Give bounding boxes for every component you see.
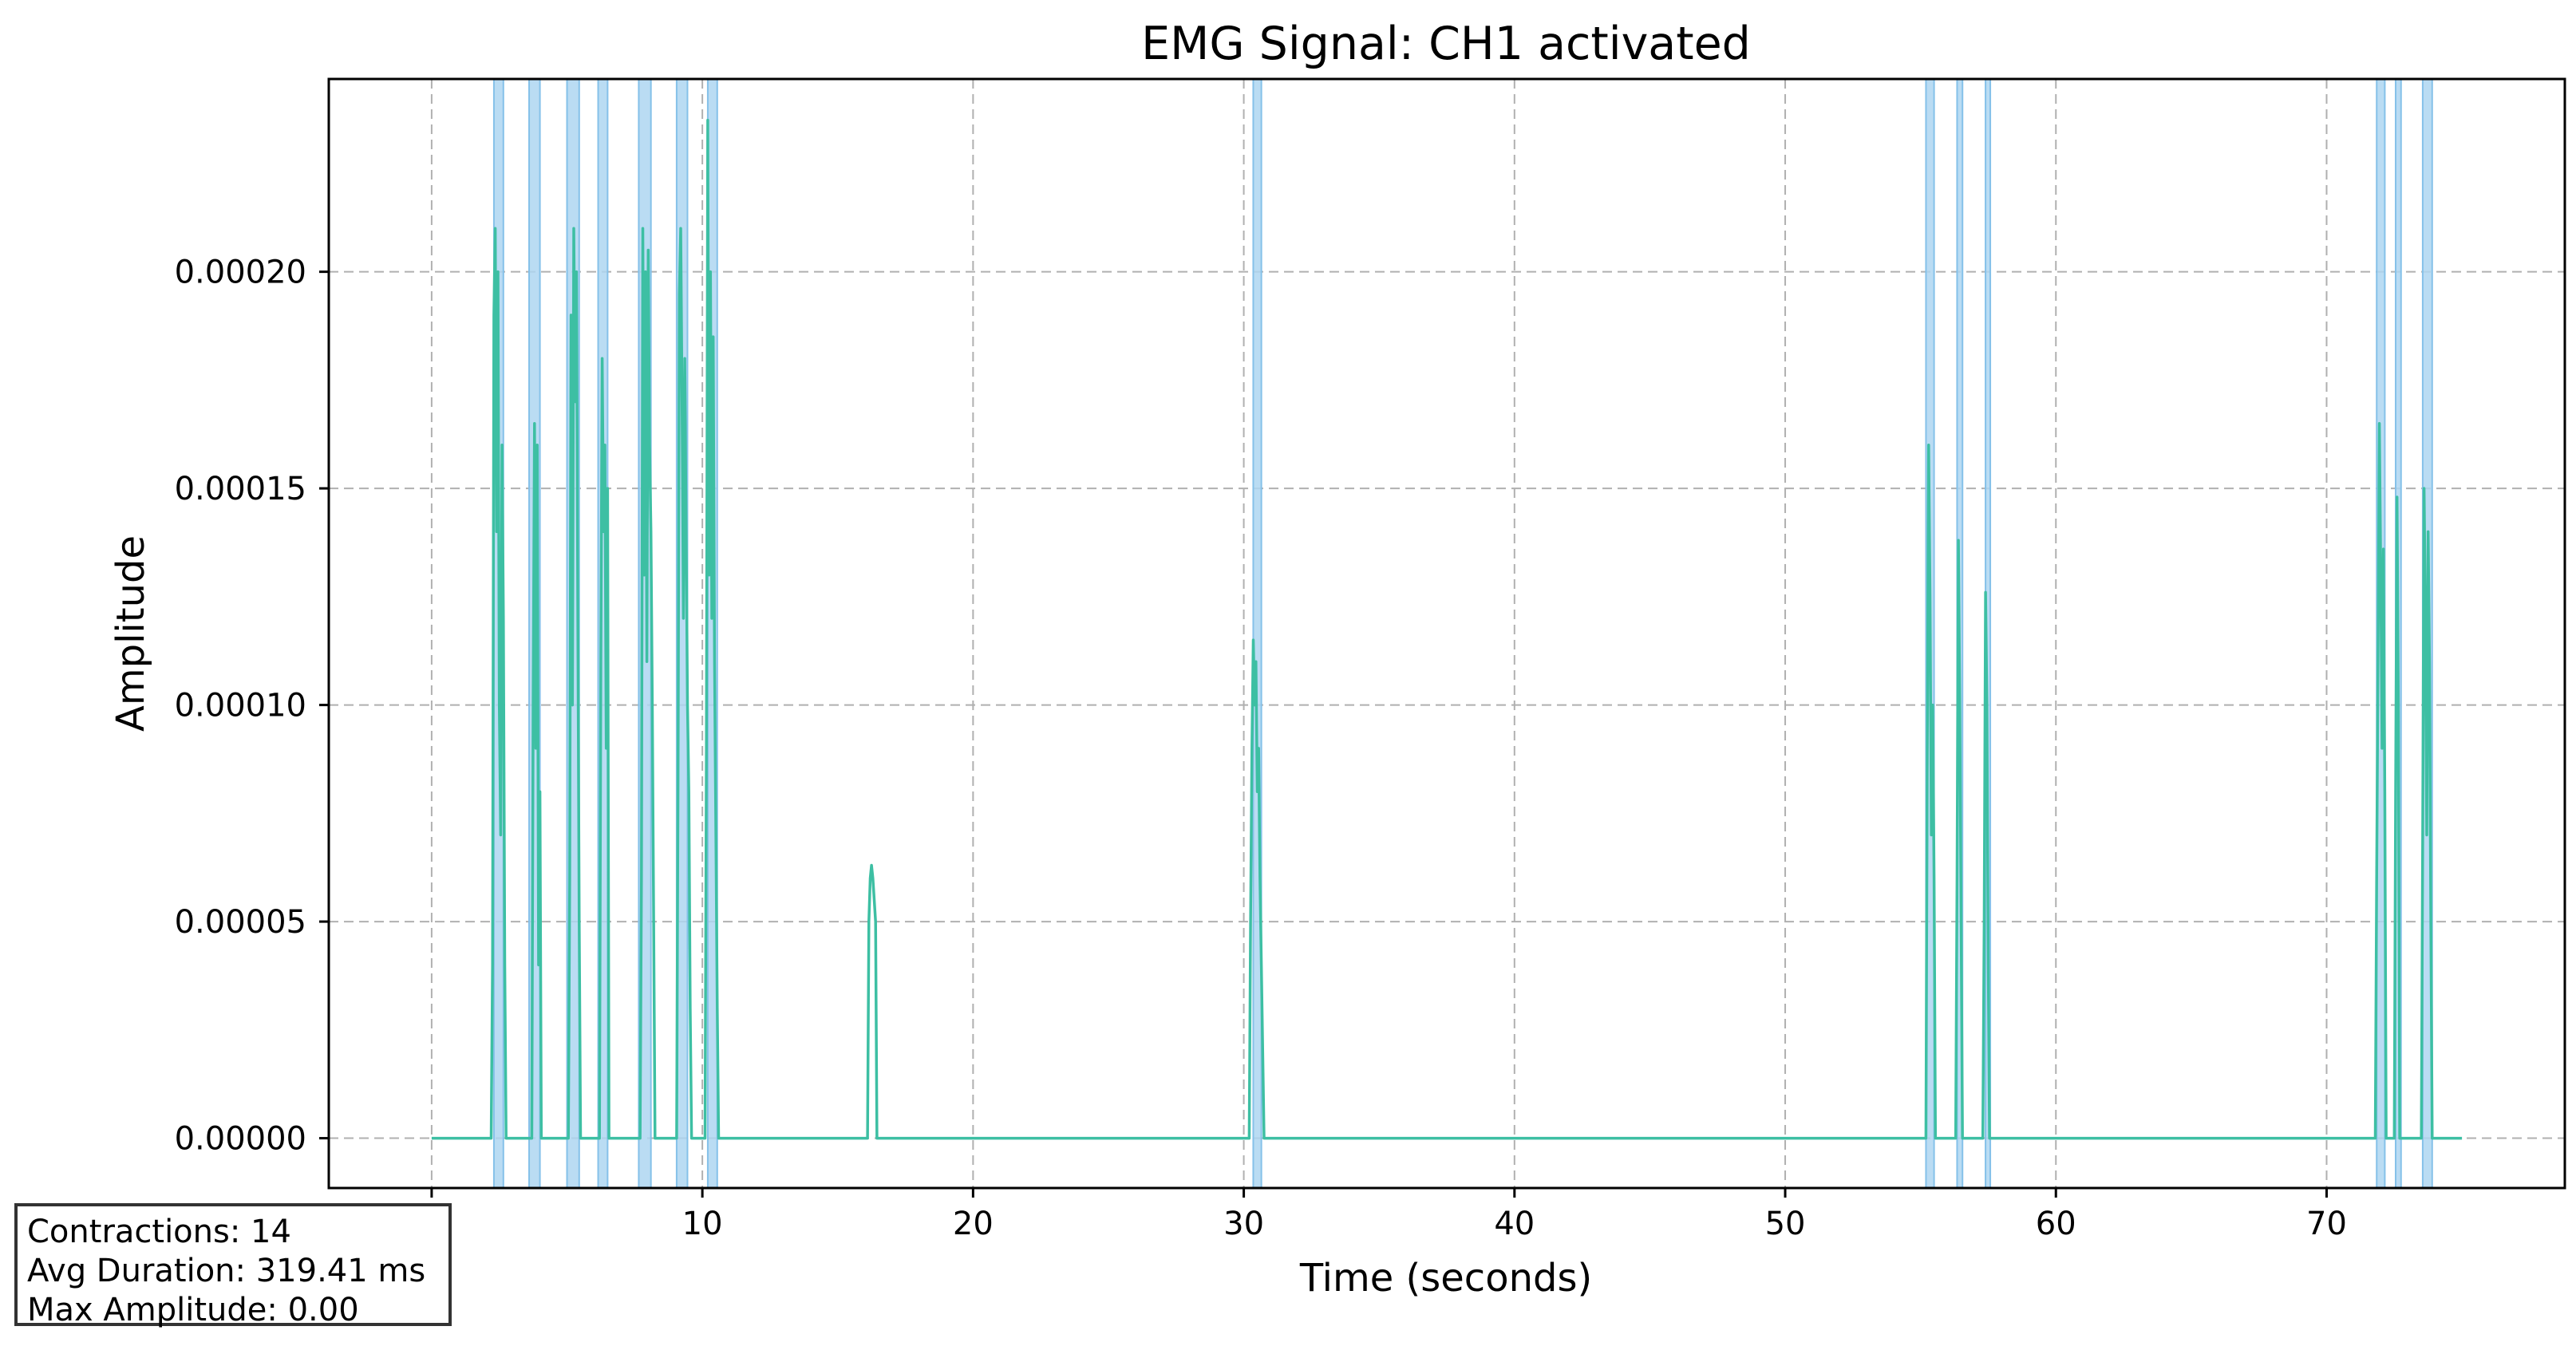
signal-line-layer [431,118,2463,1140]
y-tick-label: 0.00010 [175,688,306,724]
stats-box: Contractions: 14 Avg Duration: 319.41 ms… [14,1203,452,1328]
x-tick-label: 30 [1223,1206,1264,1242]
x-tick-label: 10 [682,1206,723,1242]
x-tick-label: 40 [1494,1206,1535,1242]
x-tick-label: 60 [2036,1206,2076,1242]
contractions-stat: Contractions: 14 [27,1214,291,1250]
y-tick-label: 0.00020 [175,255,306,291]
chart-title: EMG Signal: CH1 activated [1141,18,1751,70]
y-tick-label: 0.00005 [175,904,306,941]
y-axis-label: Amplitude [109,535,153,732]
y-axis-ticks: 0.00000 0.00005 0.00010 0.00015 0.00020 [175,255,329,1158]
activation-region [1252,78,1262,1189]
y-tick-label: 0.00000 [175,1121,306,1158]
emg-signal-line [431,118,2463,1140]
avg-duration-stat: Avg Duration: 319.41 ms [27,1253,426,1289]
x-tick-label: 50 [1765,1206,1806,1242]
x-axis-label: Time (seconds) [1299,1256,1592,1301]
x-tick-label: 70 [2306,1206,2347,1242]
y-tick-label: 0.00015 [175,471,306,507]
x-tick-label: 20 [953,1206,994,1242]
plot-frame [327,77,2566,1190]
max-amplitude-stat: Max Amplitude: 0.00 [27,1292,359,1328]
